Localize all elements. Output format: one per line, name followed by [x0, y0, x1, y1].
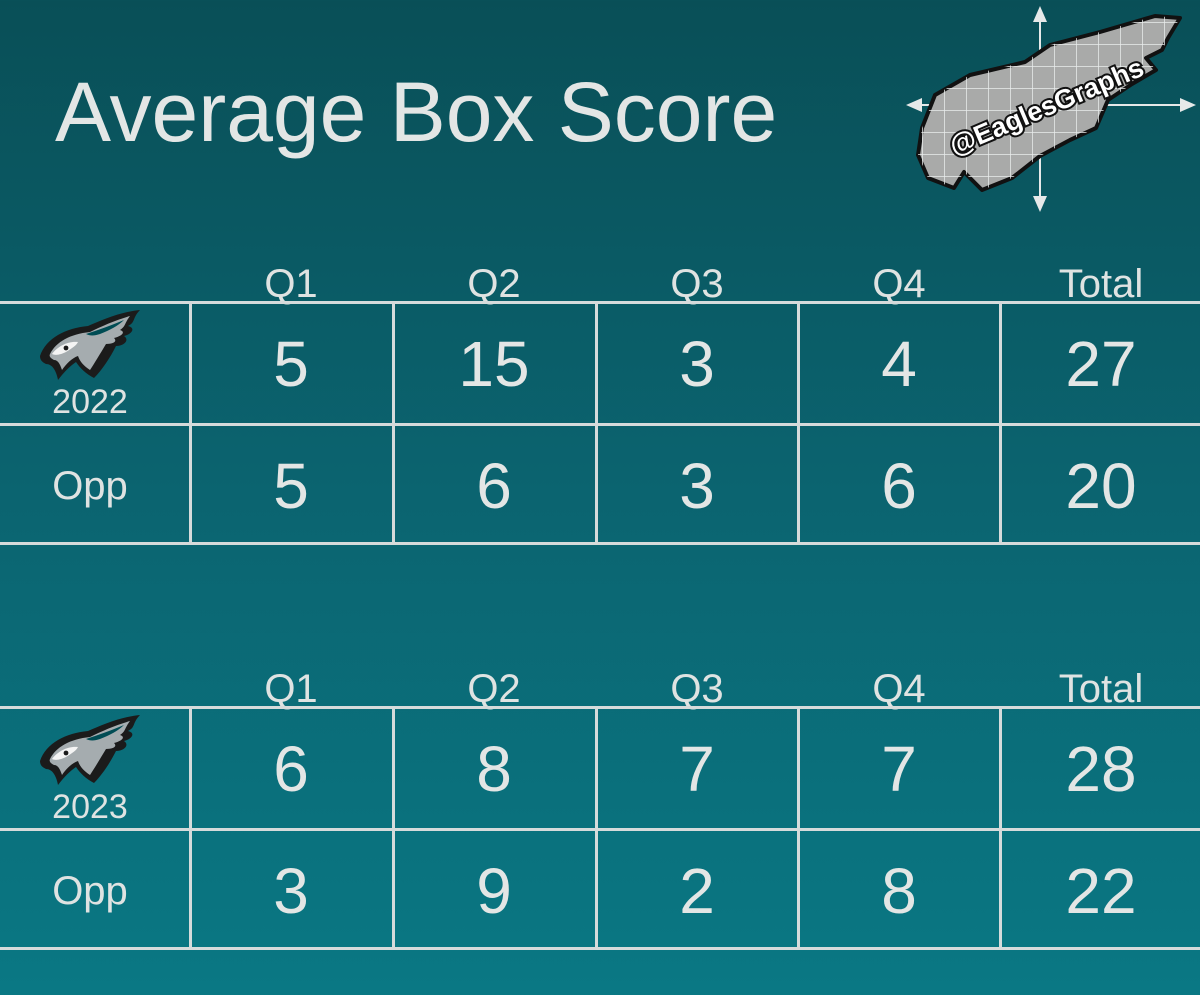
- column-divider: [999, 709, 1002, 947]
- table-2022-headers: Q1 Q2 Q3 Q4 Total: [0, 262, 1200, 306]
- table-cell: 6: [476, 450, 512, 522]
- table-cell: 8: [476, 733, 512, 805]
- table-cell: 27: [1065, 328, 1137, 400]
- table-cell: 4: [881, 328, 917, 400]
- column-header-q2: Q2: [467, 262, 521, 306]
- column-divider: [189, 709, 192, 947]
- column-divider: [797, 304, 800, 542]
- column-header-q3: Q3: [670, 667, 724, 711]
- page-title: Average Box Score: [55, 65, 778, 159]
- table-cell: 6: [273, 733, 309, 805]
- eagles-graphs-logo: @EaglesGraphs: [906, 6, 1196, 212]
- season-label: 2023: [52, 788, 128, 826]
- row-divider: [0, 423, 1200, 426]
- column-header-total: Total: [1058, 262, 1144, 306]
- table-2023-headers: Q1 Q2 Q3 Q4 Total: [0, 667, 1200, 711]
- column-header-q4: Q4: [872, 667, 926, 711]
- column-header-q2: Q2: [467, 667, 521, 711]
- column-header-q3: Q3: [670, 262, 724, 306]
- column-divider: [797, 709, 800, 947]
- column-divider: [999, 304, 1002, 542]
- table-cell: 5: [273, 450, 309, 522]
- team-row-label: 2022: [0, 304, 180, 422]
- table-cell: 3: [679, 450, 715, 522]
- opponent-row-label: Opp: [52, 869, 128, 913]
- column-divider: [392, 304, 395, 542]
- column-divider: [189, 304, 192, 542]
- table-cell: 3: [273, 855, 309, 927]
- table-2023: 2023 6 8 7 7 28 Opp 3 9 2 8 22: [0, 706, 1200, 950]
- row-divider: [0, 828, 1200, 831]
- opponent-row-label: Opp: [52, 464, 128, 508]
- table-cell: 28: [1065, 733, 1137, 805]
- column-divider: [595, 304, 598, 542]
- column-header-q1: Q1: [264, 262, 318, 306]
- table-cell: 3: [679, 328, 715, 400]
- column-header-q4: Q4: [872, 262, 926, 306]
- table-cell: 7: [679, 733, 715, 805]
- table-cell: 8: [881, 855, 917, 927]
- column-divider: [595, 709, 598, 947]
- table-cell: 7: [881, 733, 917, 805]
- table-cell: 22: [1065, 855, 1137, 927]
- team-row-label: 2023: [0, 709, 180, 827]
- table-2022: 2022 5 15 3 4 27 Opp 5 6 3 6 20: [0, 301, 1200, 545]
- table-cell: 15: [458, 328, 530, 400]
- eagles-head-icon: [36, 308, 144, 382]
- column-header-total: Total: [1058, 667, 1144, 711]
- table-cell: 9: [476, 855, 512, 927]
- eagles-head-icon: [36, 713, 144, 787]
- table-cell: 6: [881, 450, 917, 522]
- column-header-q1: Q1: [264, 667, 318, 711]
- column-divider: [392, 709, 395, 947]
- table-cell: 2: [679, 855, 715, 927]
- table-cell: 20: [1065, 450, 1137, 522]
- season-label: 2022: [52, 383, 128, 421]
- table-cell: 5: [273, 328, 309, 400]
